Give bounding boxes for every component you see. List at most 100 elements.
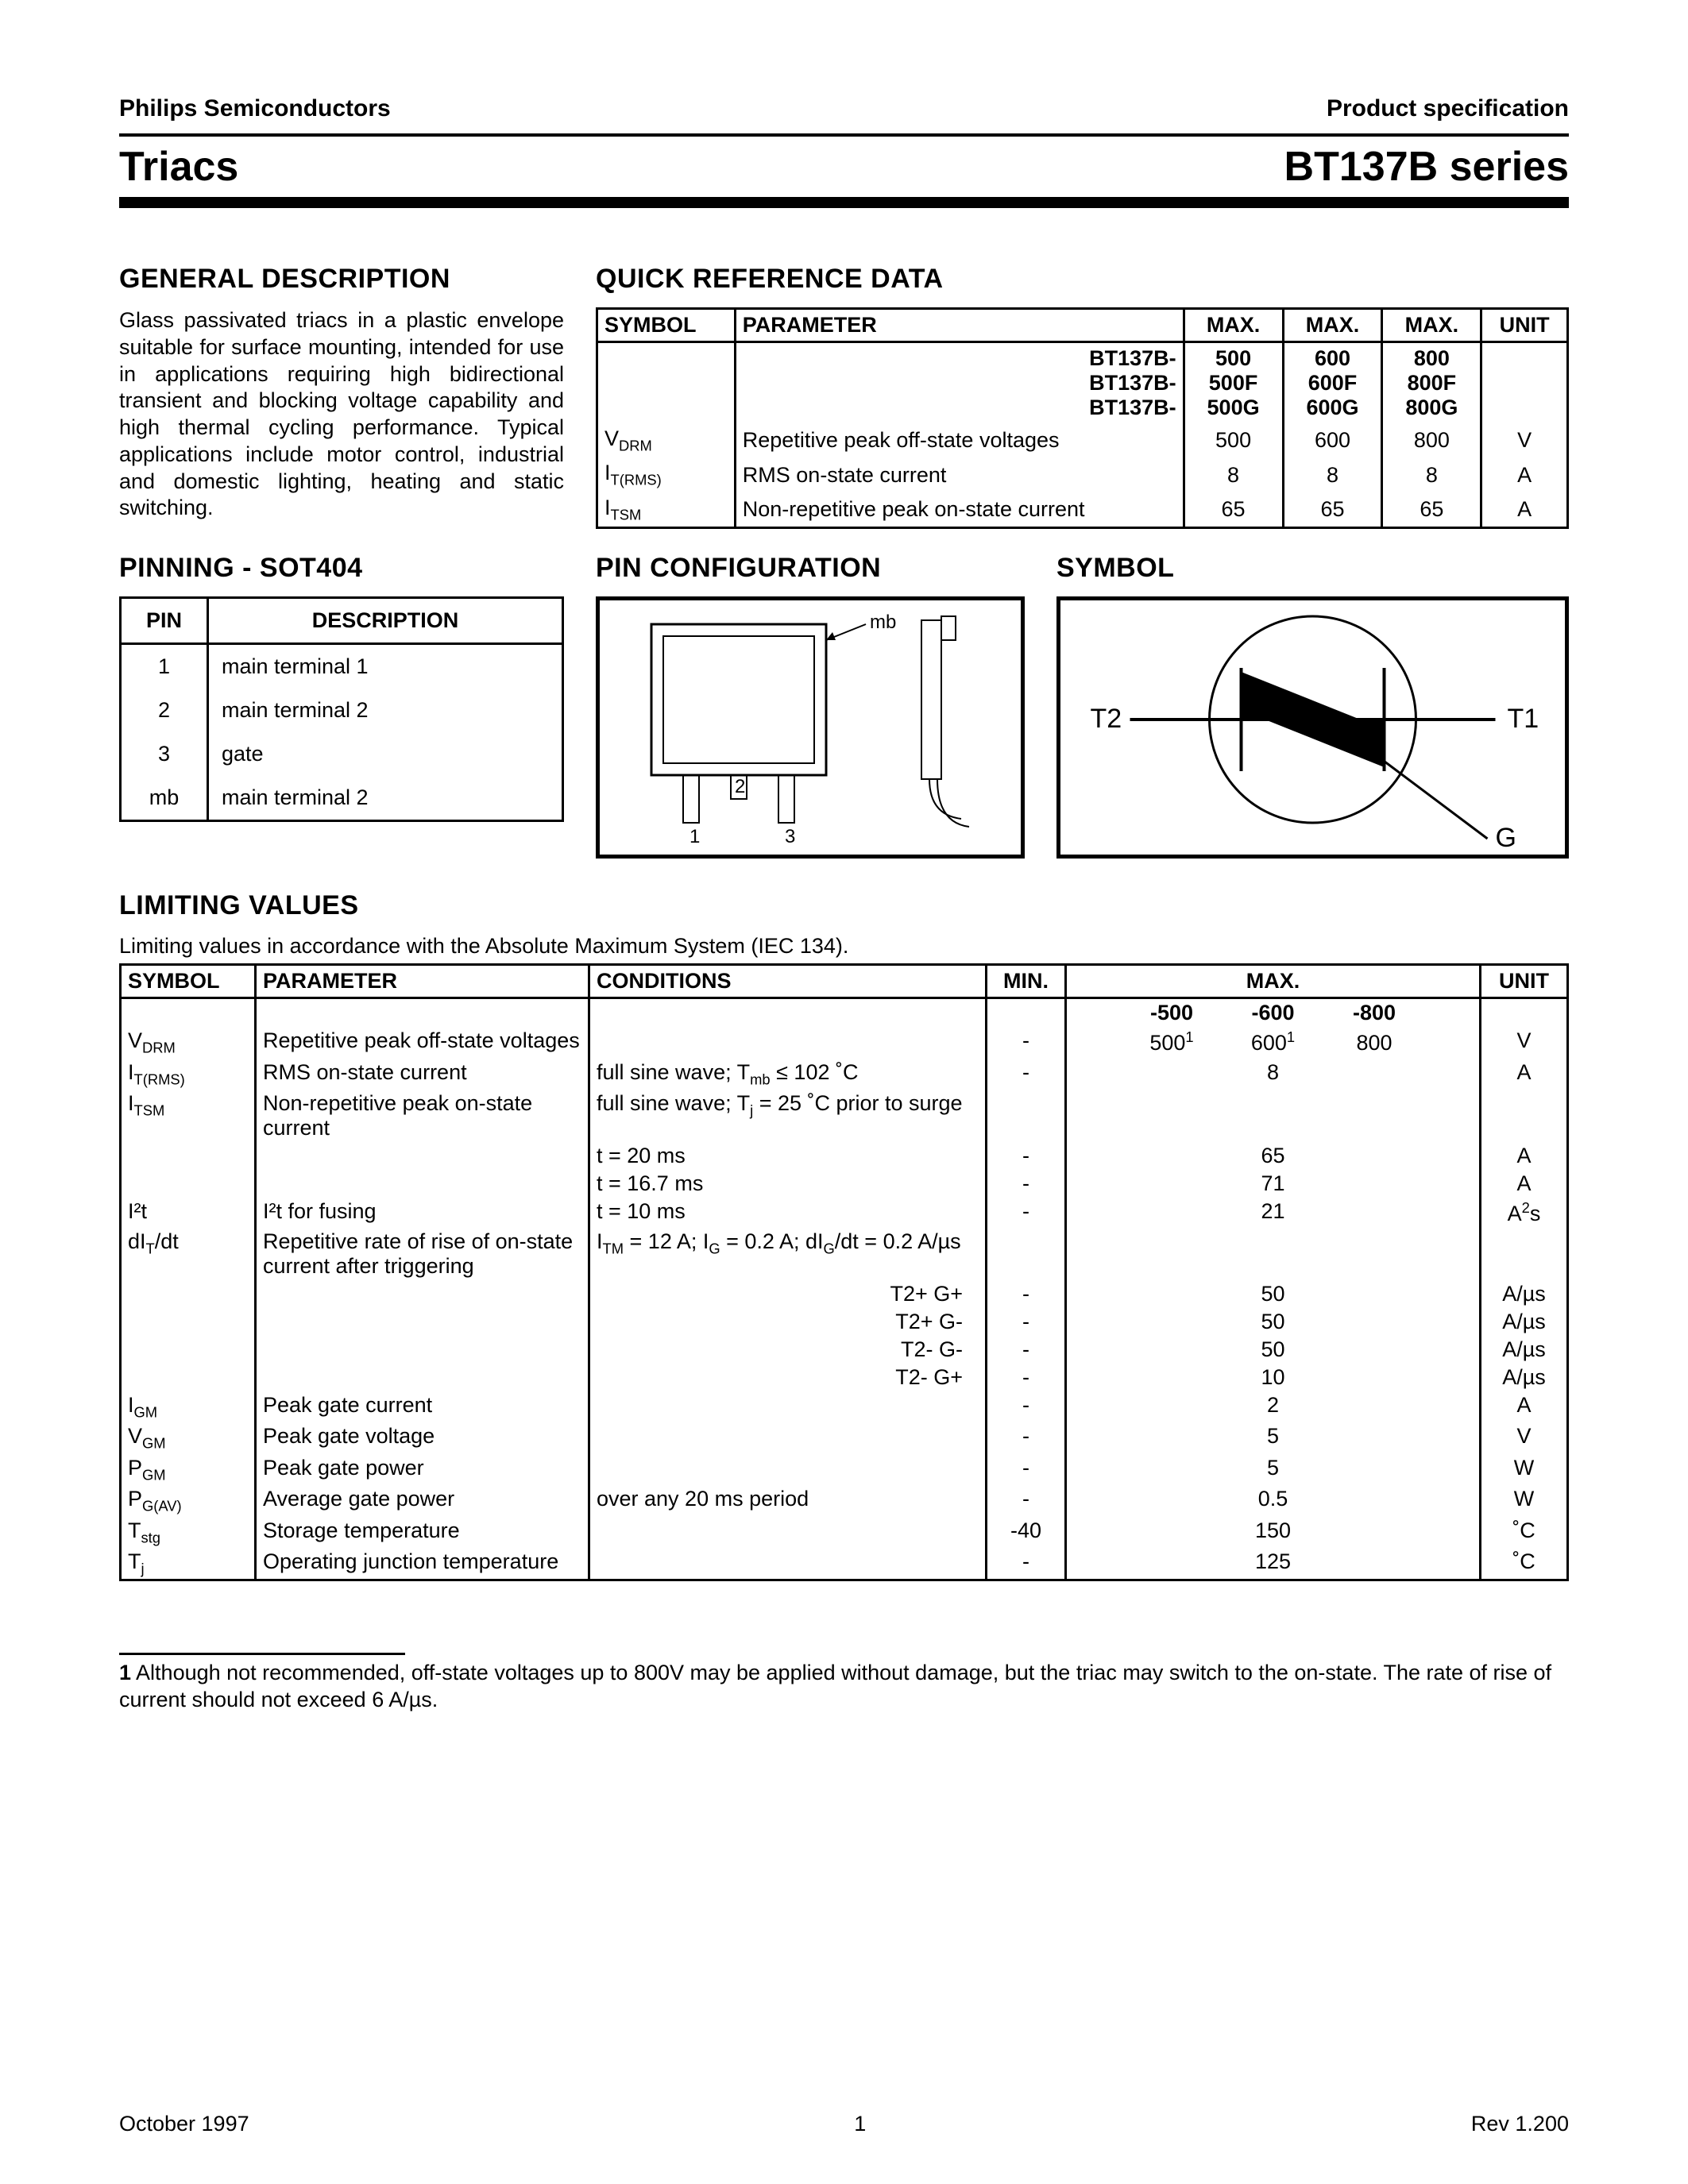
qr-r0-v0: 500 <box>1184 423 1283 457</box>
pin-r3-desc: main terminal 2 <box>208 776 563 821</box>
sym-t1: T1 <box>1508 704 1539 734</box>
pinning-table: PIN DESCRIPTION 1main terminal 1 2main t… <box>119 596 564 822</box>
qr-h-max2: MAX. <box>1283 309 1382 342</box>
pin-r0-pin: 1 <box>121 644 208 689</box>
limiting-row: VDRM Repetitive peak off-state voltages … <box>121 1027 1568 1058</box>
pin-label-1: 1 <box>689 826 700 847</box>
qr-r0-sub: DRM <box>619 437 652 453</box>
qr-r1-v1: 8 <box>1283 457 1382 492</box>
gd-text: Glass passivated triacs in a plastic env… <box>119 307 564 522</box>
limiting-row: IGM Peak gate current - 2 A <box>121 1391 1568 1422</box>
limiting-row: t = 16.7 ms - 71 A <box>121 1170 1568 1198</box>
symbol-heading: SYMBOL <box>1056 553 1569 584</box>
limiting-row: PGM Peak gate power - 5 W <box>121 1454 1568 1485</box>
qr-r1-param: RMS on-state current <box>735 457 1184 492</box>
limiting-heading: LIMITING VALUES <box>119 890 1569 921</box>
limiting-row: ITSM Non-repetitive peak on-state curren… <box>121 1090 1568 1142</box>
qr-r1-sym: I <box>605 461 611 484</box>
footer-center: 1 <box>854 2112 866 2136</box>
qr-r1-sub: T(RMS) <box>611 472 662 488</box>
qr-r2-v0: 65 <box>1184 492 1283 528</box>
header-left: Philips Semiconductors <box>119 95 391 122</box>
lim-h-min: MIN. <box>987 965 1066 998</box>
limiting-row: T2- G+ - 10 A/µs <box>121 1364 1568 1391</box>
lim-h-unit: UNIT <box>1481 965 1568 998</box>
pin-r1-desc: main terminal 2 <box>208 689 563 732</box>
pin-label-2: 2 <box>735 776 745 797</box>
quick-ref-table: SYMBOL PARAMETER MAX. MAX. MAX. UNIT BT1… <box>596 307 1569 529</box>
lim-h-max: MAX. <box>1066 965 1481 998</box>
sym-t2: T2 <box>1091 704 1122 734</box>
pin-config-diagram: 1 2 3 mb <box>596 596 1025 859</box>
qr-r2-unit: A <box>1481 492 1568 528</box>
title-right: BT137B series <box>1284 143 1569 191</box>
qr-h-max1: MAX. <box>1184 309 1283 342</box>
qr-v11: 600F <box>1308 371 1358 395</box>
pin-h-pin: PIN <box>121 598 208 644</box>
qr-r1-v2: 8 <box>1382 457 1481 492</box>
qr-variant-label1: BT137B- <box>1089 371 1176 395</box>
limiting-row: I²t I²t for fusing t = 10 ms - 21 A2s <box>121 1198 1568 1228</box>
qr-v01: 500F <box>1209 371 1258 395</box>
limiting-row: PG(AV) Average gate power over any 20 ms… <box>121 1485 1568 1516</box>
qr-r0-sym: V <box>605 426 619 450</box>
qr-h-max3: MAX. <box>1382 309 1481 342</box>
qr-r0-v2: 800 <box>1382 423 1481 457</box>
gd-heading: GENERAL DESCRIPTION <box>119 264 564 295</box>
footnote-rule <box>119 1653 405 1655</box>
pin-h-desc: DESCRIPTION <box>208 598 563 644</box>
header-right: Product specification <box>1327 95 1569 122</box>
pin-label-mb: mb <box>870 612 896 633</box>
qr-r2-v1: 65 <box>1283 492 1382 528</box>
rule-thin-top <box>119 133 1569 137</box>
qr-variant-label0: BT137B- <box>1089 346 1176 370</box>
qr-r2-param: Non-repetitive peak on-state current <box>735 492 1184 528</box>
qr-v02: 500G <box>1207 396 1260 419</box>
qr-r0-unit: V <box>1481 423 1568 457</box>
limiting-row: t = 20 ms - 65 A <box>121 1142 1568 1170</box>
footnote-text: 1 Although not recommended, off-state vo… <box>119 1660 1569 1714</box>
qr-variant-label2: BT137B- <box>1089 396 1176 419</box>
qr-h-param: PARAMETER <box>735 309 1184 342</box>
qr-v00: 500 <box>1215 346 1251 370</box>
limiting-row: Tj Operating junction temperature - 125 … <box>121 1548 1568 1580</box>
qr-r2-v2: 65 <box>1382 492 1481 528</box>
title-left: Triacs <box>119 143 238 191</box>
limiting-row: VGM Peak gate voltage - 5 V <box>121 1422 1568 1453</box>
qr-v21: 800F <box>1408 371 1457 395</box>
limiting-row: IT(RMS) RMS on-state current full sine w… <box>121 1059 1568 1090</box>
pin-label-3: 3 <box>785 826 795 847</box>
footer-left: October 1997 <box>119 2112 249 2136</box>
qr-r0-param: Repetitive peak off-state voltages <box>735 423 1184 457</box>
pinconf-heading: PIN CONFIGURATION <box>596 553 1025 584</box>
limiting-row: T2- G- - 50 A/µs <box>121 1336 1568 1364</box>
qr-r1-unit: A <box>1481 457 1568 492</box>
limiting-row: T2+ G- - 50 A/µs <box>121 1308 1568 1336</box>
qr-h-unit: UNIT <box>1481 309 1568 342</box>
qr-v20: 800 <box>1414 346 1450 370</box>
pinning-heading: PINNING - SOT404 <box>119 553 564 584</box>
pin-r0-desc: main terminal 1 <box>208 644 563 689</box>
rule-thick <box>119 197 1569 208</box>
qr-v12: 600G <box>1306 396 1358 419</box>
pin-r3-pin: mb <box>121 776 208 821</box>
lim-h-param: PARAMETER <box>256 965 589 998</box>
footer-right: Rev 1.200 <box>1471 2112 1569 2136</box>
footnote-body: Although not recommended, off-state volt… <box>119 1661 1551 1711</box>
limiting-row: T2+ G+ - 50 A/µs <box>121 1280 1568 1308</box>
limiting-sub: Limiting values in accordance with the A… <box>119 934 1569 959</box>
pin-r1-pin: 2 <box>121 689 208 732</box>
qr-r2-sym: I <box>605 496 611 519</box>
limiting-row: Tstg Storage temperature -40 150 ˚C <box>121 1517 1568 1548</box>
qr-r1-v0: 8 <box>1184 457 1283 492</box>
pin-r2-pin: 3 <box>121 732 208 776</box>
qr-v22: 800G <box>1405 396 1458 419</box>
qr-h-symbol: SYMBOL <box>597 309 736 342</box>
limiting-row: dIT/dt Repetitive rate of rise of on-sta… <box>121 1228 1568 1280</box>
symbol-diagram: T2 T1 G <box>1056 596 1569 859</box>
lim-h-cond: CONDITIONS <box>589 965 987 998</box>
qr-r2-sub: TSM <box>611 506 642 523</box>
qr-v10: 600 <box>1315 346 1350 370</box>
sym-g: G <box>1496 823 1516 853</box>
qr-heading: QUICK REFERENCE DATA <box>596 264 1569 295</box>
